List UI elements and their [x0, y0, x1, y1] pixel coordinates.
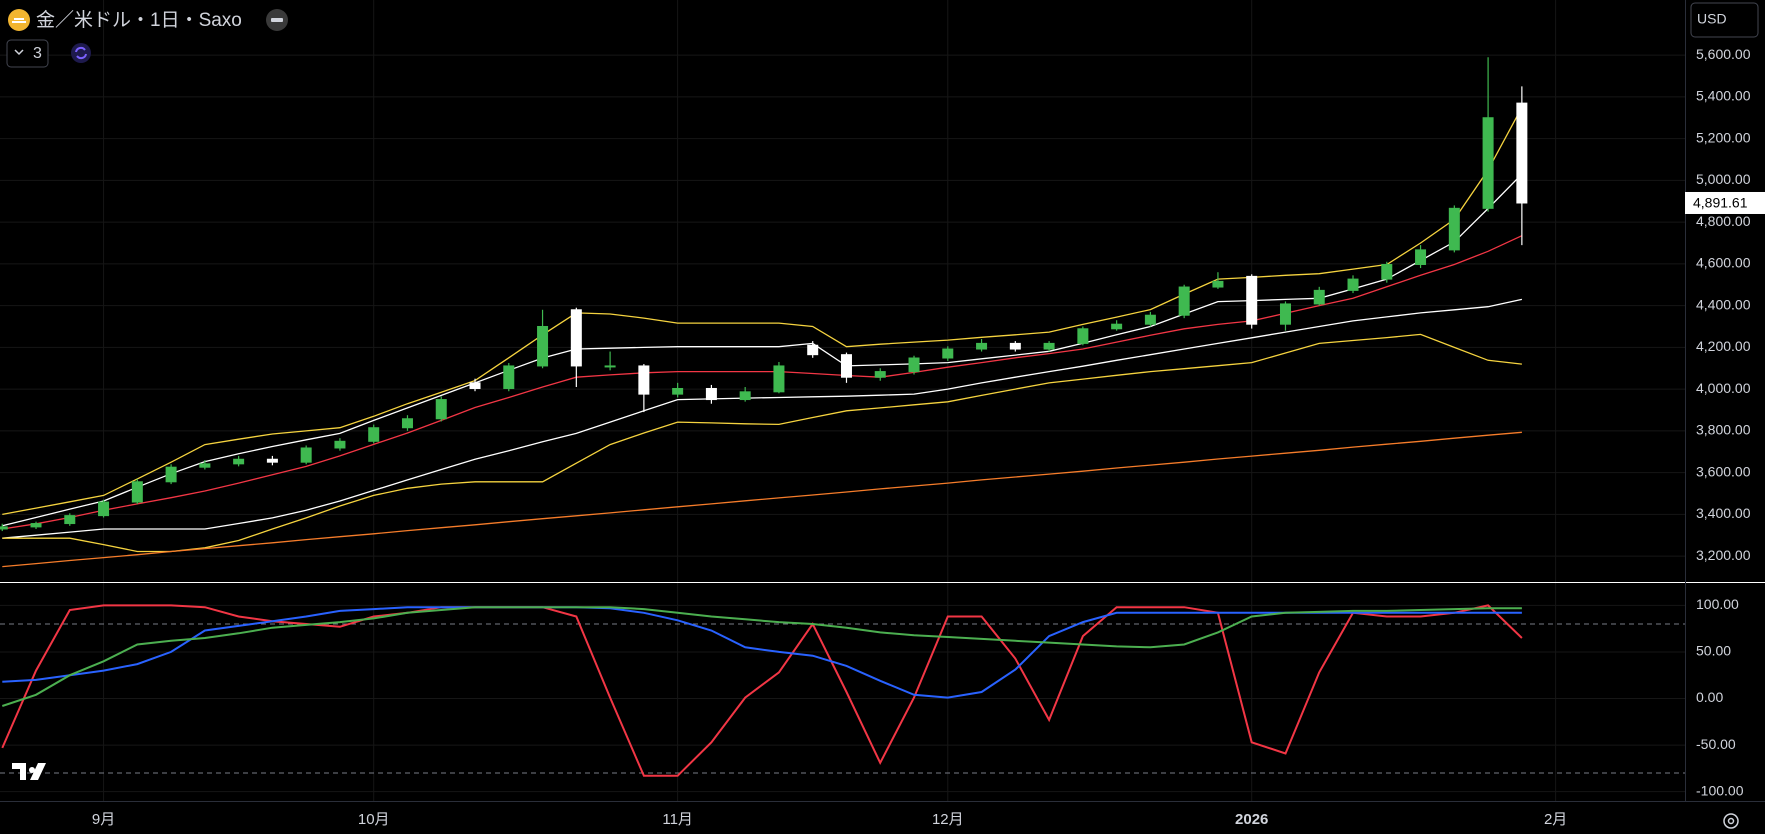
y-tick-label: 4,000.00 [1696, 380, 1751, 396]
y-tick-label: 3,400.00 [1696, 505, 1751, 521]
candle-body [0, 526, 8, 530]
candle-body [672, 387, 684, 395]
candle-body [1043, 342, 1055, 350]
candle-body [840, 354, 852, 378]
candle-body [300, 447, 312, 463]
candle-body [1279, 303, 1291, 325]
settings-button[interactable] [1723, 813, 1739, 829]
candle-body [199, 463, 211, 468]
indicator-line [2, 235, 1523, 530]
candle-body [131, 481, 143, 503]
candle-body [570, 309, 582, 367]
x-tick-label: 2月 [1544, 811, 1567, 828]
candle-body [233, 458, 245, 465]
candle-body [773, 365, 785, 393]
y-tick-label: 4,800.00 [1696, 213, 1751, 229]
indicator-line [2, 431, 1522, 568]
candle-body [1144, 314, 1156, 325]
y-tick-label: -50.00 [1696, 736, 1736, 752]
indicator-line [2, 298, 1523, 539]
chevron [14, 49, 24, 56]
candle-body [1448, 207, 1460, 251]
candle-body [165, 466, 177, 483]
y-tick-label: 3,600.00 [1696, 463, 1751, 479]
y-tick-label: 3,200.00 [1696, 547, 1751, 563]
indicator-line [2, 106, 1523, 516]
candle-body [503, 365, 515, 389]
candle-body [98, 501, 110, 517]
candle-body [705, 387, 717, 401]
tv-logo [12, 763, 46, 780]
indicator-line [1, 604, 1523, 777]
candle-body [942, 348, 954, 359]
candle-body [1482, 117, 1494, 209]
indicator-line [2, 333, 1522, 553]
candle-body [807, 344, 819, 356]
candle-body [1313, 289, 1325, 305]
candle-body [638, 365, 650, 395]
y-tick-label: 5,200.00 [1696, 129, 1751, 145]
candle-body [368, 427, 380, 442]
last-price-label: 4,891.61 [1693, 195, 1748, 211]
indicator-toggle[interactable] [6, 39, 49, 68]
refresh-button[interactable] [71, 43, 91, 63]
candle-body [469, 382, 481, 389]
indicator-line [2, 173, 1523, 527]
y-tick-label: 5,600.00 [1696, 46, 1751, 62]
candle-body [435, 399, 447, 420]
indicator-line [2, 606, 1522, 699]
candle-body [1178, 286, 1190, 316]
symbol-icon-mark [12, 18, 26, 23]
refresh-icon [75, 46, 87, 60]
candle-body [874, 371, 886, 378]
currency-button[interactable] [1690, 2, 1759, 38]
x-tick-label: 10月 [358, 811, 390, 828]
y-tick-label: 100.00 [1696, 596, 1739, 612]
candle-body [401, 418, 413, 429]
candle-body [604, 365, 616, 368]
y-tick-label: 0.00 [1696, 689, 1723, 705]
candle-body [1347, 278, 1359, 291]
y-tick-label: 5,000.00 [1696, 171, 1751, 187]
candle-body [266, 458, 278, 463]
candle-body [64, 515, 76, 525]
symbol-title: 金／米ドル・1日・Saxo [36, 9, 242, 31]
candle-body [1516, 102, 1528, 204]
x-tick-label: 9月 [92, 811, 115, 828]
candle-body [1111, 323, 1123, 330]
hide-button-icon [271, 18, 283, 22]
y-tick-label: 4,600.00 [1696, 255, 1751, 271]
candle-body [908, 357, 920, 373]
settings-icon [1727, 817, 1735, 825]
candle-body [1009, 342, 1021, 350]
y-tick-label: 3,800.00 [1696, 422, 1751, 438]
candle-body [1415, 249, 1427, 265]
y-tick-label: -100.00 [1696, 782, 1744, 798]
x-tick-label: 12月 [932, 811, 964, 828]
y-tick-label: 4,200.00 [1696, 338, 1751, 354]
candle-body [334, 440, 346, 449]
candle-body [1381, 263, 1393, 280]
indicator-count: 3 [33, 45, 42, 62]
candle-body [537, 325, 549, 367]
candle-body [1212, 280, 1224, 288]
candle-body [1077, 328, 1089, 344]
candle-body [1246, 275, 1258, 325]
x-tick-label: 11月 [662, 811, 693, 828]
currency-label: USD [1697, 11, 1727, 27]
indicator-line [1, 606, 1522, 707]
candle-body [739, 391, 751, 401]
x-tick-label: 2026 [1235, 811, 1268, 828]
tv-logo-dot [29, 767, 35, 773]
last-price-tag [1685, 191, 1765, 214]
y-tick-label: 5,400.00 [1696, 88, 1751, 104]
y-tick-label: 4,400.00 [1696, 296, 1751, 312]
candle-body [976, 342, 988, 350]
candle-body [30, 523, 42, 528]
y-tick-label: 50.00 [1696, 643, 1731, 659]
